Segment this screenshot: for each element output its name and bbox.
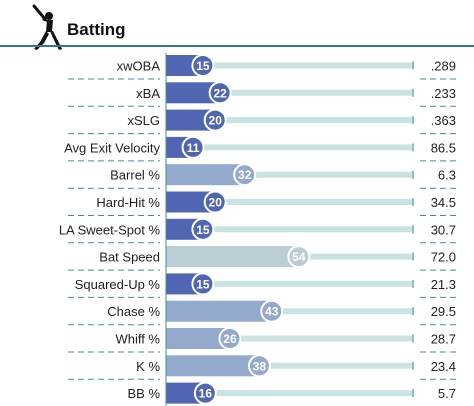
percentile-bar — [166, 355, 260, 377]
percentile-badge-label: 15 — [196, 59, 210, 73]
stat-value: 34.5 — [431, 195, 456, 210]
stat-value: 29.5 — [431, 304, 456, 319]
percentile-bar — [166, 82, 221, 104]
row-label: xSLG — [127, 113, 160, 128]
percentile-badge-label: 20 — [209, 196, 223, 210]
percentile-bar — [166, 164, 245, 186]
percentile-badge-label: 20 — [209, 114, 223, 128]
header-divider — [0, 45, 474, 47]
stat-value: 28.7 — [431, 332, 456, 347]
percentile-badge-label: 16 — [199, 387, 213, 401]
stat-value: .363 — [431, 113, 456, 128]
percentile-badge-label: 38 — [253, 359, 267, 373]
percentile-badge-label: 43 — [265, 305, 279, 319]
row-label: K % — [136, 359, 160, 374]
stat-value: 5.7 — [438, 386, 456, 401]
percentile-badge — [247, 354, 271, 378]
percentile-badge — [191, 217, 215, 241]
stat-value: 72.0 — [431, 250, 456, 265]
percentile-badge-label: 26 — [223, 332, 237, 346]
percentile-badge-label: 54 — [292, 250, 306, 264]
row-label: LA Sweet-Spot % — [59, 222, 161, 237]
row-label: Avg Exit Velocity — [64, 140, 160, 155]
percentile-badge-label: 15 — [196, 277, 210, 291]
stat-value: .233 — [431, 86, 456, 101]
percentile-badge — [233, 163, 257, 187]
row-label: Barrel % — [110, 168, 160, 183]
percentile-badge — [191, 54, 215, 77]
row-label: xwOBA — [117, 59, 161, 74]
stat-value: 23.4 — [431, 359, 456, 374]
stat-value: 21.3 — [431, 277, 456, 292]
stat-value: 6.3 — [438, 168, 456, 183]
percentile-badge-label: 15 — [196, 223, 210, 237]
percentile-badge-label: 22 — [213, 86, 227, 100]
percentile-badge — [260, 299, 284, 323]
row-label: Whiff % — [115, 332, 160, 347]
percentile-badge-label: 11 — [187, 141, 200, 155]
percentile-badge — [208, 81, 232, 105]
percentile-bar — [166, 109, 216, 131]
percentile-bar — [166, 246, 299, 268]
chart-header: Batting — [0, 0, 474, 52]
percentile-badge-label: 32 — [238, 168, 252, 182]
percentile-bar — [166, 191, 216, 213]
chart-title: Batting — [67, 20, 126, 39]
row-label: Squared-Up % — [75, 277, 161, 292]
row-label: Chase % — [107, 304, 160, 319]
stat-value: 30.7 — [431, 222, 456, 237]
percentile-badge — [191, 272, 215, 296]
stat-value: 86.5 — [431, 140, 456, 155]
row-label: xBA — [136, 86, 160, 101]
percentile-badge — [203, 190, 227, 214]
percentile-badge — [193, 381, 217, 405]
percentile-bar — [166, 300, 272, 322]
chart-rows: xwOBA 15 .289 xBA 22 .233 xSLG 20 .363 Avg Exit V… — [59, 53, 460, 406]
percentile-badge — [287, 245, 311, 269]
row-label: Hard-Hit % — [96, 195, 160, 210]
percentile-bar — [166, 328, 230, 349]
percentile-badge — [203, 108, 227, 132]
stat-value: .289 — [431, 59, 456, 74]
percentile-badge — [218, 327, 242, 350]
percentile-badge — [181, 135, 205, 159]
row-label: Bat Speed — [99, 250, 160, 265]
row-label: BB % — [127, 386, 160, 401]
